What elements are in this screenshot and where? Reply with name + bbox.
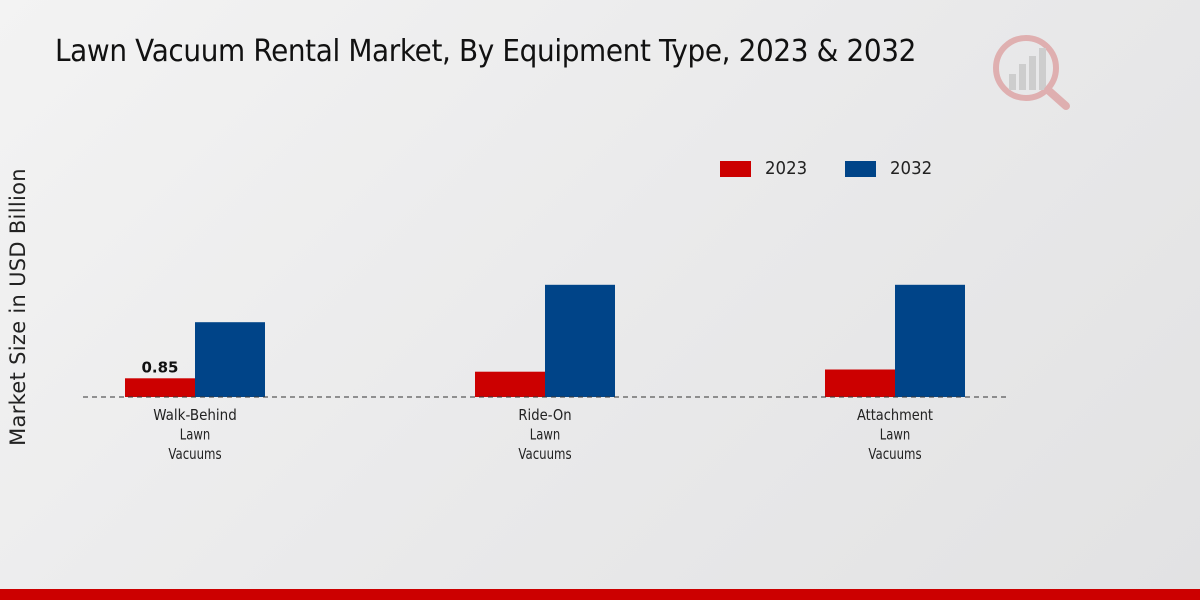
chart-legend: 2023 2032 bbox=[720, 158, 970, 179]
x-tick-label-2-line-3: Vacuums bbox=[518, 445, 571, 463]
legend-label-2023: 2023 bbox=[765, 158, 808, 179]
bar-2032-3[interactable] bbox=[895, 284, 965, 397]
chart-title: Lawn Vacuum Rental Market, By Equipment … bbox=[55, 34, 917, 69]
x-tick-label-2-line-2: Lawn bbox=[530, 426, 560, 444]
data-label-2023-1: 0.85 bbox=[141, 358, 178, 376]
bar-2032-2[interactable] bbox=[545, 284, 615, 397]
legend-label-2032: 2032 bbox=[889, 158, 932, 179]
bar-2023-3[interactable] bbox=[825, 369, 895, 398]
watermark-logo-icon bbox=[993, 35, 1070, 110]
x-tick-label-3-line-1: Attachment bbox=[857, 406, 933, 424]
x-tick-label-3-line-2: Lawn bbox=[880, 426, 910, 444]
bar-2032-1[interactable] bbox=[195, 322, 265, 397]
bar-2023-1[interactable] bbox=[125, 378, 195, 397]
legend-item-2032[interactable]: 2032 bbox=[844, 158, 936, 179]
x-tick-label-2-line-1: Ride-On bbox=[518, 406, 571, 424]
x-tick-label-3-line-3: Vacuums bbox=[868, 445, 921, 463]
x-tick-label-1-line-1: Walk-Behind bbox=[153, 406, 237, 424]
legend-swatch-2023 bbox=[720, 160, 751, 177]
bar-2023-2[interactable] bbox=[475, 371, 545, 397]
legend-swatch-2032 bbox=[844, 160, 876, 177]
x-tick-label-1-line-3: Vacuums bbox=[168, 445, 221, 463]
footer-accent-bar bbox=[0, 589, 1200, 600]
x-tick-label-1-line-2: Lawn bbox=[180, 426, 210, 444]
legend-item-2023[interactable]: 2023 bbox=[720, 158, 811, 179]
